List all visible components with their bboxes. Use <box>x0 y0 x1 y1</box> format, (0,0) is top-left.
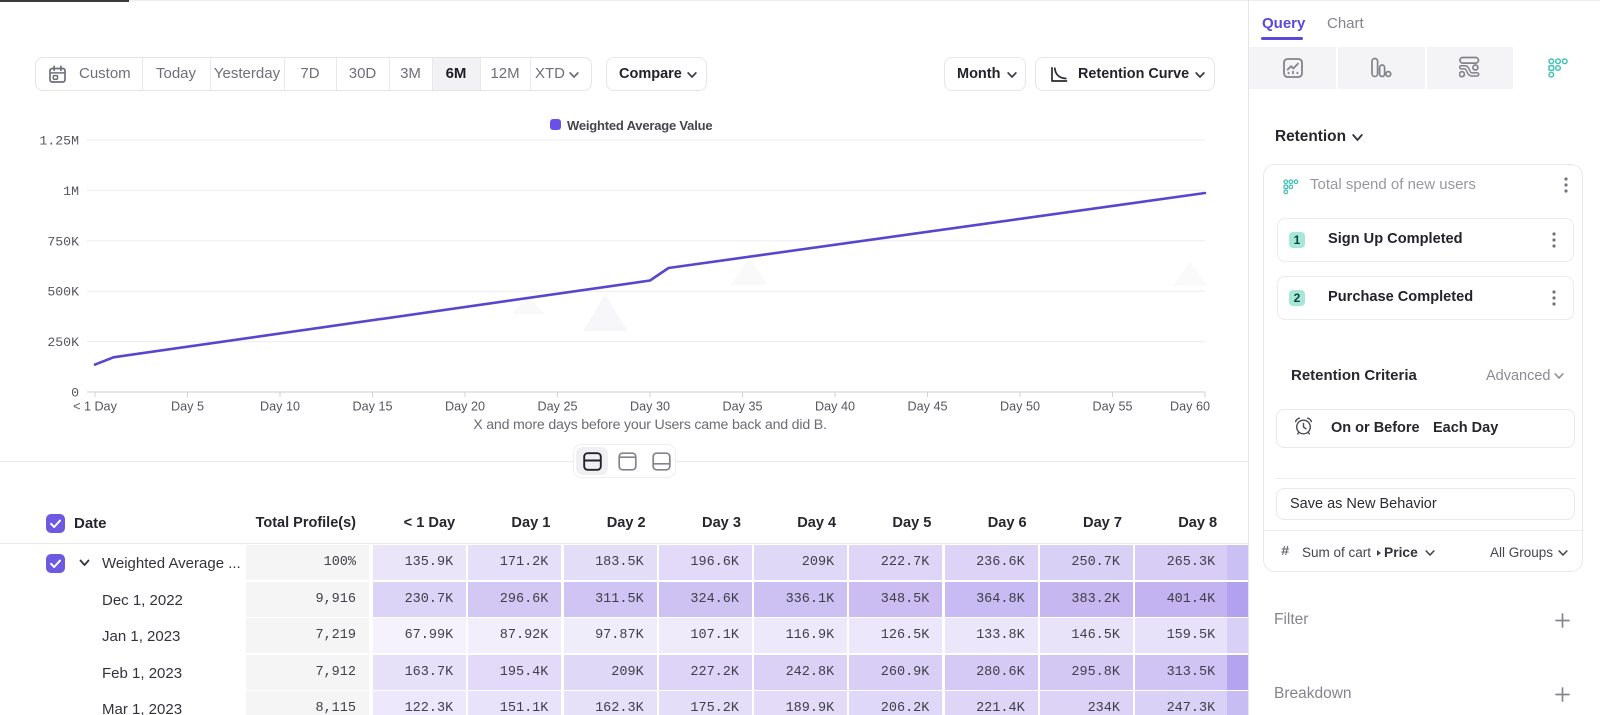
svg-text:1M: 1M <box>63 184 79 199</box>
svg-text:Day 50: Day 50 <box>1000 400 1040 414</box>
svg-text:Day 30: Day 30 <box>630 400 670 414</box>
svg-text:Day 35: Day 35 <box>723 400 763 414</box>
svg-text:Day 5: Day 5 <box>171 400 204 414</box>
svg-text:250K: 250K <box>47 335 79 350</box>
svg-text:Day 60: Day 60 <box>1170 400 1210 414</box>
svg-text:Day 55: Day 55 <box>1093 400 1133 414</box>
svg-text:Day 20: Day 20 <box>445 400 485 414</box>
svg-text:Day 40: Day 40 <box>815 400 855 414</box>
svg-text:Day 15: Day 15 <box>353 400 393 414</box>
svg-text:Day 45: Day 45 <box>908 400 948 414</box>
svg-text:Day 25: Day 25 <box>538 400 578 414</box>
svg-text:1.25M: 1.25M <box>39 134 79 149</box>
svg-text:0: 0 <box>71 386 79 401</box>
svg-text:Day 10: Day 10 <box>260 400 300 414</box>
svg-text:500K: 500K <box>47 285 79 300</box>
svg-text:< 1 Day: < 1 Day <box>73 400 117 414</box>
svg-text:750K: 750K <box>47 234 79 249</box>
